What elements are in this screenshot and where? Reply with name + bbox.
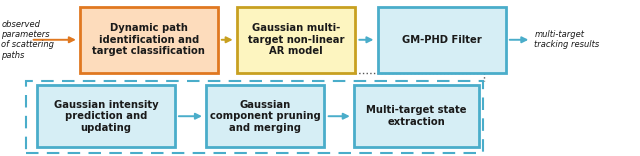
- Text: multi-target
tracking results: multi-target tracking results: [534, 30, 600, 49]
- FancyBboxPatch shape: [80, 7, 218, 73]
- Text: Gaussian
component pruning
and merging: Gaussian component pruning and merging: [210, 100, 321, 133]
- Text: Multi-target state
extraction: Multi-target state extraction: [366, 105, 467, 127]
- Text: observed
parameters
of scattering
paths: observed parameters of scattering paths: [1, 20, 54, 60]
- FancyBboxPatch shape: [237, 7, 355, 73]
- FancyBboxPatch shape: [37, 85, 175, 147]
- FancyBboxPatch shape: [206, 85, 324, 147]
- Text: GM-PHD Filter: GM-PHD Filter: [402, 35, 481, 45]
- FancyBboxPatch shape: [378, 7, 506, 73]
- FancyBboxPatch shape: [354, 85, 479, 147]
- Text: Gaussian intensity
prediction and
updating: Gaussian intensity prediction and updati…: [54, 100, 158, 133]
- Text: Gaussian multi-
target non-linear
AR model: Gaussian multi- target non-linear AR mod…: [248, 23, 344, 56]
- Text: Dynamic path
identification and
target classification: Dynamic path identification and target c…: [92, 23, 205, 56]
